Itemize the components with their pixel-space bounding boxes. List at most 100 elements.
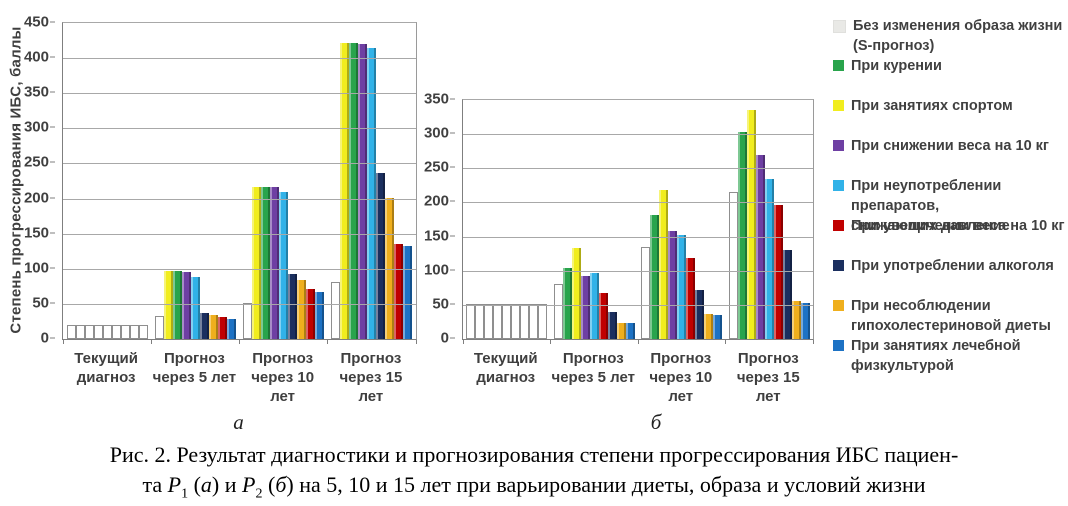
x-category-label: Прогноз через 10 лет xyxy=(649,350,713,405)
y-tick-label: 300 xyxy=(23,118,49,136)
legend-item: При занятиях спортом xyxy=(833,96,1065,136)
bar-red xyxy=(773,205,783,339)
x-axis-labels-a: Текущий диагноз Прогноз через 5 лет Прогноз ч… xyxy=(62,349,415,406)
bar-green xyxy=(650,215,660,339)
x-category-label: Прогноз через 15 лет xyxy=(736,350,800,405)
bar-blue xyxy=(315,291,325,339)
bar-white xyxy=(84,324,94,339)
bar-group xyxy=(726,100,814,339)
legend-item: Без изменения образа жизни (S-прогноз) xyxy=(833,16,1065,56)
bar-white xyxy=(520,303,530,339)
x-tick-mark xyxy=(415,340,417,344)
bar-white xyxy=(484,303,494,339)
bar-white xyxy=(93,324,103,339)
legend-label: При занятиях спортом xyxy=(851,98,1013,114)
x-category-label: Прогноз через 10 лет xyxy=(251,350,315,405)
bar-green xyxy=(737,132,747,339)
bar-purple xyxy=(358,44,368,339)
legend-item: При несоблюдении гипохолестериновой диеты xyxy=(833,296,1065,336)
bar-groups-b xyxy=(463,100,813,339)
y-tick-mark xyxy=(50,232,55,234)
figure-caption: Рис. 2. Результат диагностики и прогнози… xyxy=(0,440,1068,506)
gridline xyxy=(63,93,416,95)
bar-purple xyxy=(668,231,678,339)
bar-purple xyxy=(181,271,191,339)
gridline xyxy=(63,198,416,200)
bar-group xyxy=(63,23,151,339)
x-tick-mark xyxy=(150,340,152,344)
x-tick-mark xyxy=(812,340,814,344)
gridline xyxy=(463,202,813,204)
bar-cyan xyxy=(279,191,289,339)
bar-blue xyxy=(625,323,635,339)
y-tick-label: 300 xyxy=(423,124,449,142)
y-tick-label: 350 xyxy=(423,90,449,108)
y-tick-mark xyxy=(450,269,455,271)
y-tick-label: 0 xyxy=(40,329,49,347)
x-tick-mark xyxy=(239,340,240,344)
bar-yellow xyxy=(252,186,262,339)
bar-yellow xyxy=(659,190,669,339)
bar-red xyxy=(394,243,404,339)
gridline xyxy=(63,163,416,165)
bar-white xyxy=(331,282,341,339)
y-tick-label: 250 xyxy=(23,153,49,171)
bar-navy xyxy=(376,172,386,339)
caption-line-1: Рис. 2. Результат диагностики и прогнози… xyxy=(109,442,959,467)
bar-white xyxy=(475,303,485,339)
legend-swatch-icon xyxy=(833,60,844,71)
legend-item: При неупотреблении препаратов, снижающих … xyxy=(833,176,1065,234)
y-tick-mark xyxy=(50,267,55,269)
y-tick-label: 200 xyxy=(423,192,449,210)
bar-white xyxy=(511,303,521,339)
x-tick-mark xyxy=(637,340,639,344)
bar-white xyxy=(102,324,112,339)
x-axis-labels-b: Текущий диагноз Прогноз через 5 лет Прогноз ч… xyxy=(462,349,812,406)
y-tick-label: 450 xyxy=(23,13,49,31)
plot-area-b xyxy=(462,99,814,344)
bar-white xyxy=(502,303,512,339)
y-tick-mark xyxy=(50,337,55,339)
bar-white xyxy=(120,324,130,339)
bar-red xyxy=(598,293,608,339)
panel-label-b: б xyxy=(650,410,662,434)
bar-white xyxy=(66,324,76,339)
bar-blue xyxy=(800,302,810,339)
legend-label: При занятиях лечебной физкультурой xyxy=(851,338,1021,374)
legend-item: При снижении веса на 10 кг xyxy=(833,136,1065,176)
gridline xyxy=(463,304,813,306)
bar-group xyxy=(240,23,328,339)
bar-cyan xyxy=(190,277,200,339)
legend-label: При несоблюдении гипохолестериновой диеты xyxy=(851,298,1051,334)
bar-navy xyxy=(607,312,617,339)
bar-blue xyxy=(403,246,413,339)
bar-groups-a xyxy=(63,23,416,339)
legend-swatch-icon xyxy=(833,20,846,33)
bar-green xyxy=(261,186,271,339)
legend-swatch-icon xyxy=(833,180,844,191)
bar-green xyxy=(562,267,572,339)
x-tick-mark xyxy=(725,340,726,344)
y-tick-mark xyxy=(50,56,55,58)
legend-swatch-icon xyxy=(833,220,844,231)
bar-white xyxy=(111,324,121,339)
y-tick-mark xyxy=(450,200,455,202)
bar-group xyxy=(328,23,416,339)
bar-navy xyxy=(288,273,298,339)
gridline xyxy=(63,233,416,235)
bar-orange xyxy=(704,313,714,339)
y-tick-label: 100 xyxy=(423,261,449,279)
bar-cyan xyxy=(764,179,774,339)
x-category-label: Прогноз через 5 лет xyxy=(551,350,635,386)
bar-navy xyxy=(695,289,705,339)
legend-swatch-icon xyxy=(833,340,844,351)
legend-item: При употреблении алкоголя xyxy=(833,256,1065,296)
x-tick-mark xyxy=(327,340,329,344)
bar-red xyxy=(686,258,696,339)
bar-cyan xyxy=(367,47,377,339)
legend-label: При употреблении алкоголя xyxy=(851,258,1054,274)
bar-white xyxy=(138,324,148,339)
y-axis-ticks: 0 50 100 150 200 250 300 350 xyxy=(409,91,455,347)
bar-white xyxy=(553,284,563,339)
bar-orange xyxy=(791,300,801,339)
